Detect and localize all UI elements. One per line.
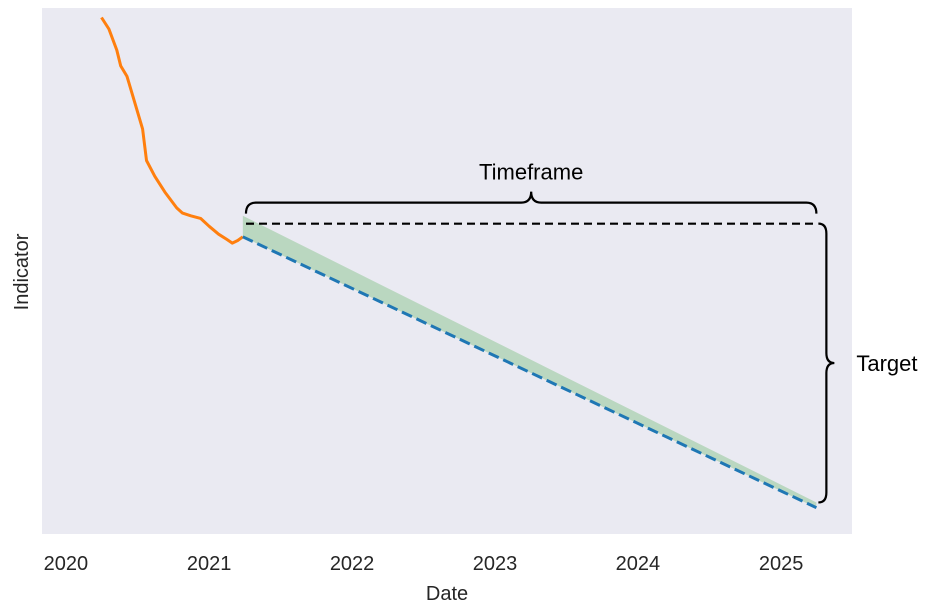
x-tick-2025: 2025 (759, 553, 804, 575)
timeframe-brace (244, 191, 818, 214)
lines-layer (100, 16, 818, 510)
target-band (242, 215, 817, 508)
x-tick-2023: 2023 (473, 553, 518, 575)
x-tick-2021: 2021 (187, 553, 232, 575)
projection-line (242, 235, 818, 510)
annotation-layer: Timeframe Target (244, 160, 918, 504)
target-label: Target (856, 351, 917, 376)
plot-area (42, 8, 852, 534)
x-tick-2020: 2020 (44, 553, 89, 575)
x-axis-label: Date (426, 583, 468, 605)
x-tick-2024: 2024 (616, 553, 661, 575)
timeframe-label: Timeframe (479, 160, 583, 185)
x-tick-2022: 2022 (330, 553, 375, 575)
historical-line (100, 16, 244, 245)
y-axis-label: Indicator (11, 233, 33, 310)
x-tick-labels: 2020 2021 2022 2023 2024 2025 (44, 553, 804, 575)
band-layer (242, 215, 817, 508)
target-brace (818, 222, 835, 504)
